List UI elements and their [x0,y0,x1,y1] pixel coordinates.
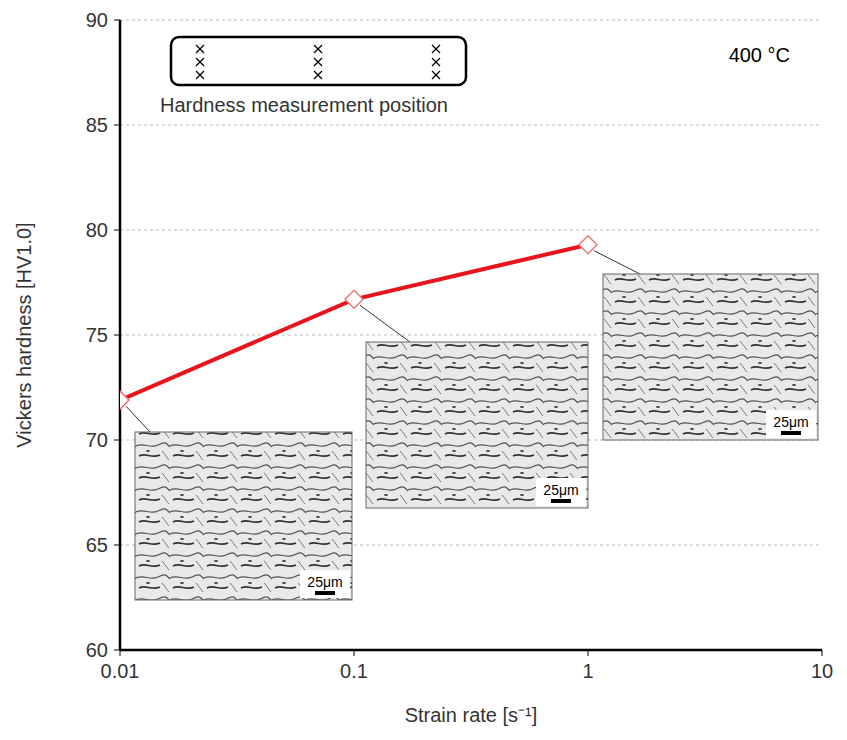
svg-text:90: 90 [86,9,108,31]
svg-text:25μm: 25μm [543,482,578,498]
svg-text:75: 75 [86,324,108,346]
svg-text:65: 65 [86,534,108,556]
svg-text:10: 10 [811,660,833,682]
svg-text:70: 70 [86,429,108,451]
svg-text:85: 85 [86,114,108,136]
svg-text:25μm: 25μm [773,414,808,430]
svg-text:0.1: 0.1 [340,660,368,682]
svg-text:Hardness measurement position: Hardness measurement position [160,94,448,116]
svg-text:1: 1 [582,660,593,682]
svg-text:25μm: 25μm [307,574,342,590]
svg-text:Strain rate [s⁻¹]: Strain rate [s⁻¹] [405,704,538,726]
svg-text:80: 80 [86,219,108,241]
svg-text:0.01: 0.01 [101,660,140,682]
svg-text:60: 60 [86,639,108,661]
svg-text:400 °C: 400 °C [729,44,790,66]
svg-text:Vickers hardness [HV1.0]: Vickers hardness [HV1.0] [13,222,35,447]
